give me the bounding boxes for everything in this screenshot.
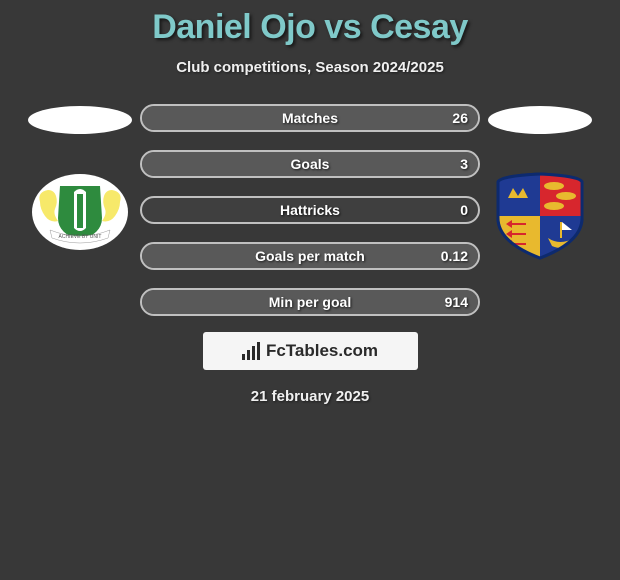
subtitle: Club competitions, Season 2024/2025 [176,59,444,76]
chart-icon [242,342,260,360]
branding-text: FcTables.com [266,341,378,361]
stat-row-hattricks: Hattricks 0 [140,196,480,224]
stats-column: Matches 26 Goals 3 Hattricks 0 Goals per… [140,104,480,316]
left-column: ACHIEVE BY UNIT [20,104,140,257]
date-label: 21 february 2025 [251,388,369,405]
left-club-crest: ACHIEVE BY UNIT [30,172,130,257]
infographic-container: Daniel Ojo vs Cesay Club competitions, S… [0,0,620,405]
stat-value: 26 [452,106,468,130]
stat-value: 3 [460,152,468,176]
left-crest-banner-text: ACHIEVE BY UNIT [59,234,102,240]
stat-row-min-per-goal: Min per goal 914 [140,288,480,316]
left-player-placeholder [28,106,132,134]
stat-label: Min per goal [142,290,478,314]
stat-label: Goals per match [142,244,478,268]
stat-value: 0.12 [441,244,468,268]
stat-row-goals-per-match: Goals per match 0.12 [140,242,480,270]
stat-row-goals: Goals 3 [140,150,480,178]
stat-label: Matches [142,106,478,130]
right-column [480,104,600,267]
branding-badge: FcTables.com [203,332,418,370]
stat-value: 914 [445,290,468,314]
stat-label: Hattricks [142,198,478,222]
stat-label: Goals [142,152,478,176]
page-title: Daniel Ojo vs Cesay [152,8,468,47]
right-player-placeholder [488,106,592,134]
right-club-crest [490,172,590,267]
stat-row-matches: Matches 26 [140,104,480,132]
main-row: ACHIEVE BY UNIT Matches 26 Goals 3 Hattr… [0,104,620,316]
stat-value: 0 [460,198,468,222]
